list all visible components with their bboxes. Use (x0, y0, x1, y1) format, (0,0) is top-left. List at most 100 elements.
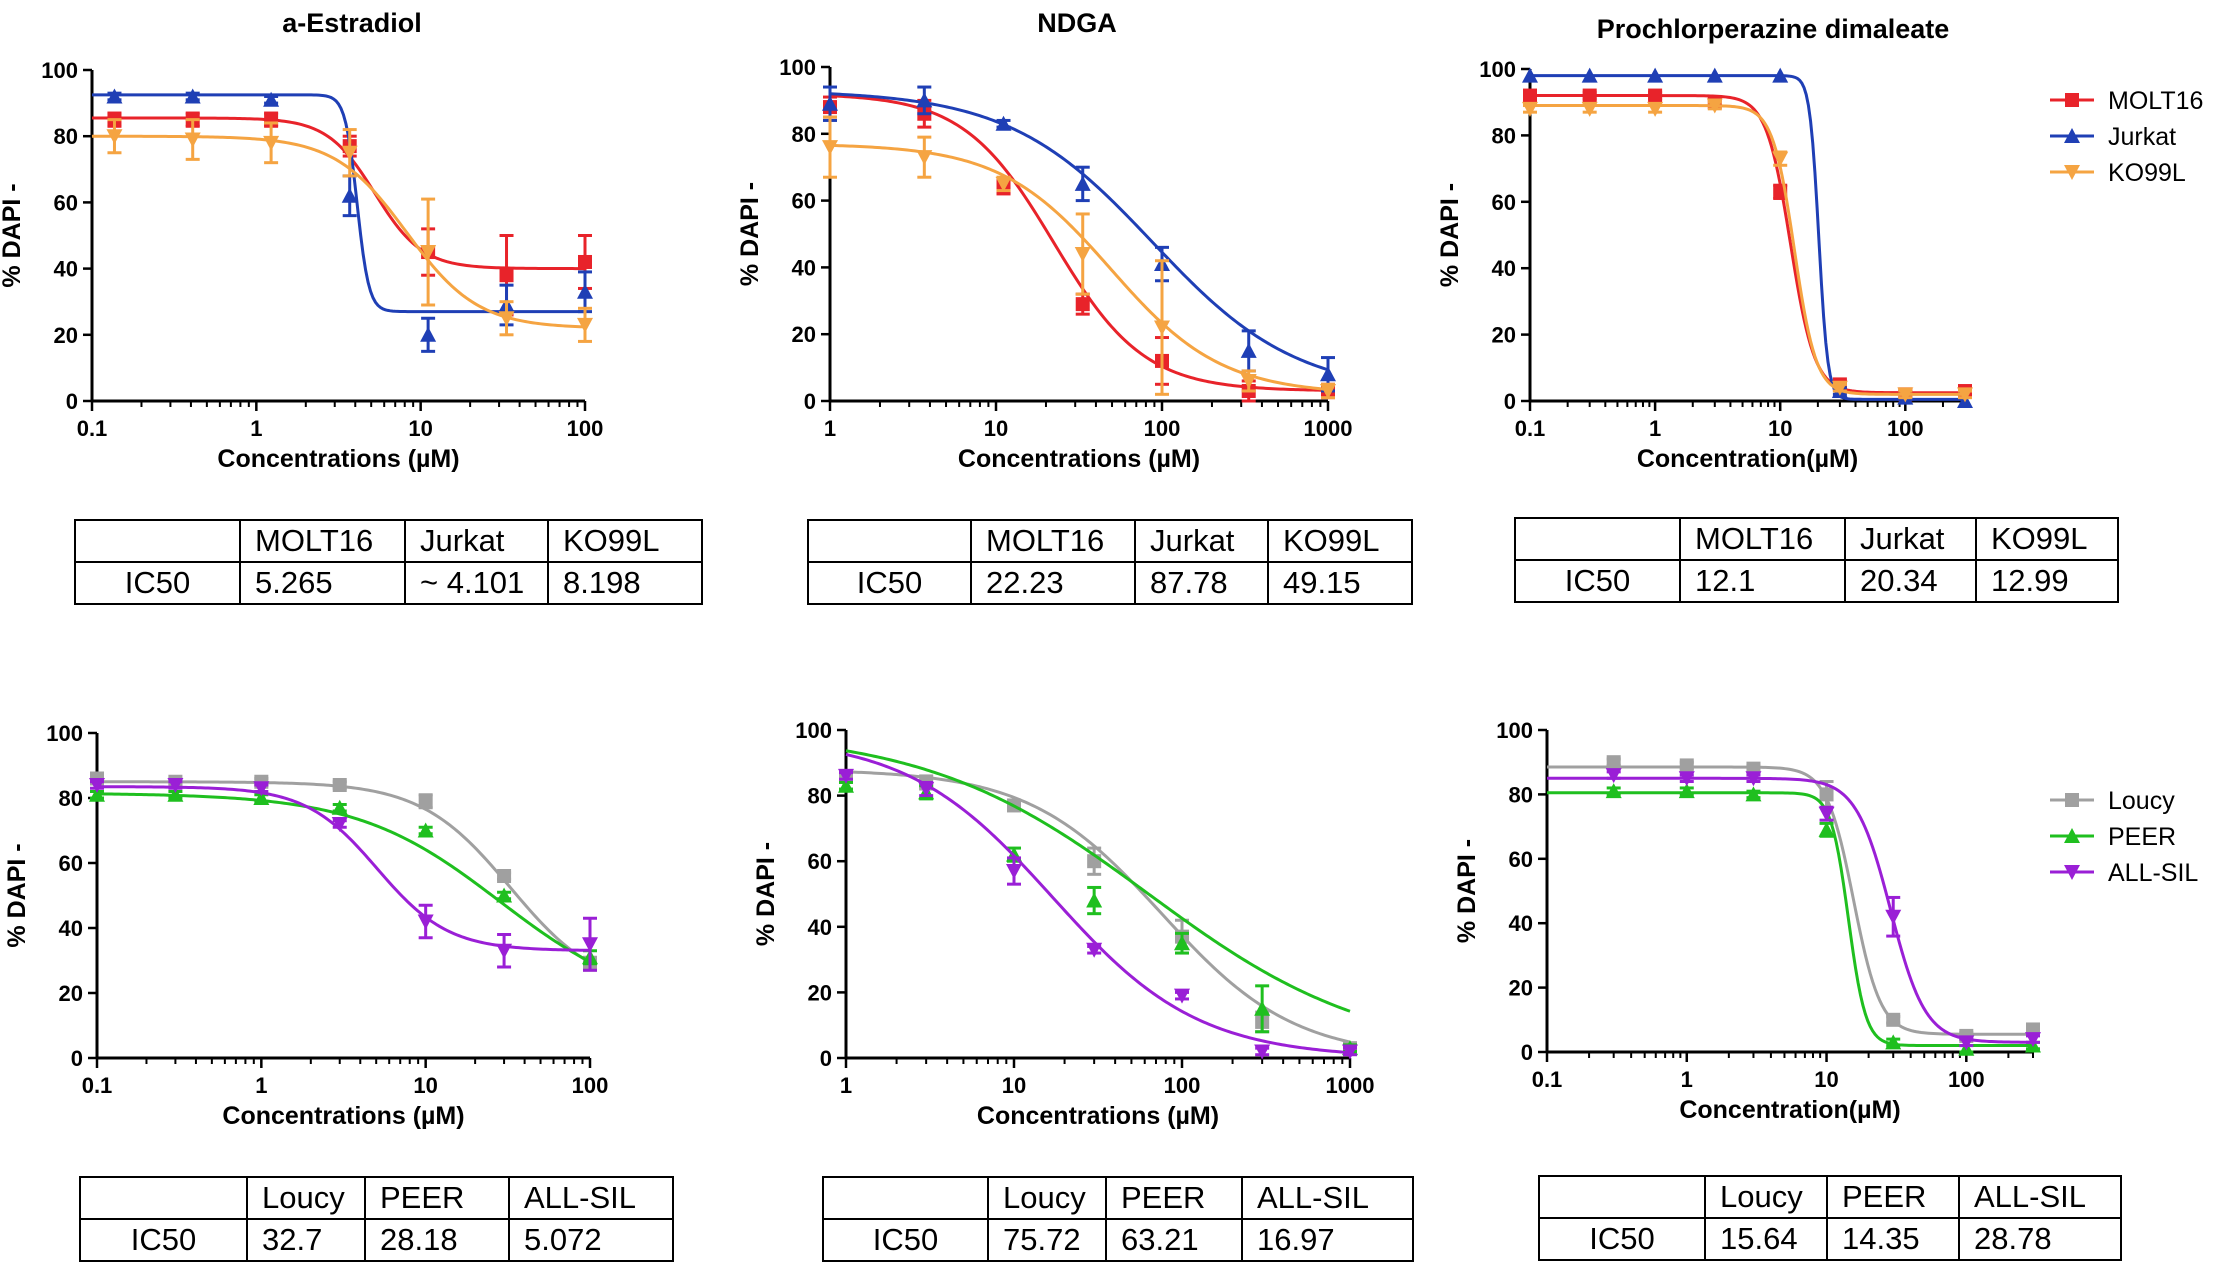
table-header-cell: Loucy (246, 1176, 366, 1220)
table-cell: 28.18 (364, 1218, 510, 1262)
x-tick-label: 1 (840, 1073, 852, 1098)
table-corner (1538, 1175, 1706, 1219)
data-point (1957, 387, 1973, 403)
x-axis-label: Concentrations (µM) (958, 445, 1200, 473)
data-point (1581, 67, 1598, 83)
fit-curve-molt16 (829, 94, 1329, 392)
data-point (578, 254, 592, 269)
data-point (1897, 387, 1914, 403)
y-axis-label: % DAPI - (752, 842, 780, 946)
table-header-cell: Jurkat (1844, 517, 1977, 561)
fit-curve-molt16 (1530, 94, 1965, 395)
y-axis-label: % DAPI - (1436, 183, 1464, 287)
table-header-cell: KO99L (1267, 519, 1413, 563)
y-tick-label: 0 (71, 1046, 83, 1071)
x-tick-label: 10 (413, 1073, 437, 1098)
y-tick-label: 80 (54, 124, 78, 149)
data-point (1647, 101, 1664, 117)
data-point (1647, 67, 1664, 83)
table-cell: 14.35 (1826, 1217, 1960, 1261)
x-tick-label: 100 (1948, 1067, 1985, 1092)
data-point (1678, 783, 1695, 799)
series-jurkat (822, 85, 1336, 393)
series-all-sil (89, 778, 598, 972)
table-corner (822, 1176, 989, 1220)
x-tick-label: 0.1 (77, 416, 108, 441)
table-corner (74, 519, 241, 563)
chart-a-estradiol: a-Estradiol 0 20 40 60 80 100 0.1 1 10 100 Concentr… (0, 8, 603, 473)
data-point (1582, 88, 1597, 103)
data-point (1706, 98, 1723, 114)
table-cell: 16.97 (1241, 1218, 1414, 1262)
table-header-cell: PEER (1826, 1175, 1960, 1219)
data-point (1320, 366, 1336, 382)
data-point (1174, 988, 1190, 1004)
y-axis-label: % DAPI - (3, 843, 31, 947)
data-point (1254, 1000, 1271, 1016)
data-point (822, 95, 838, 111)
data-point (1678, 771, 1695, 787)
ic50-table-bottom-right: Loucy PEER ALL-SIL IC50 15.64 14.35 28.78 (1538, 1175, 2122, 1261)
table-corner (1514, 517, 1681, 561)
data-point (417, 914, 434, 930)
series-loucy (839, 768, 1357, 1056)
y-tick-label: 100 (795, 718, 832, 743)
y-tick-label: 80 (1492, 123, 1516, 148)
data-point (1605, 783, 1622, 799)
table-header-cell: KO99L (547, 519, 703, 563)
data-point (420, 326, 437, 342)
table-cell: 12.99 (1975, 559, 2119, 603)
table-header-cell: MOLT16 (970, 519, 1136, 563)
table-header-cell: Jurkat (404, 519, 549, 563)
data-point (1606, 755, 1621, 770)
chart-bottom-left: 0 20 40 60 80 100 0.1 1 10 100 Concentrations (µM)… (3, 721, 608, 1130)
x-tick-label: 1 (1649, 416, 1661, 441)
series-peer (89, 786, 598, 966)
x-tick-label: 100 (1144, 416, 1181, 441)
fit-curve-ko99l (1530, 104, 1965, 396)
data-point (167, 786, 184, 802)
table-row-label: IC50 (74, 561, 241, 605)
table-row-label: IC50 (1538, 1217, 1706, 1261)
legend-label: Jurkat (2108, 123, 2176, 151)
ic50-table-ndga: MOLT16 Jurkat KO99L IC50 22.23 87.78 49.15 (807, 519, 1413, 605)
data-point (1886, 1012, 1901, 1027)
ic50-table-bottom-middle: Loucy PEER ALL-SIL IC50 75.72 63.21 16.97 (822, 1176, 1414, 1262)
x-tick-label: 100 (1164, 1073, 1201, 1098)
legend-marker (2064, 865, 2080, 880)
legend-label: ALL-SIL (2108, 859, 2198, 887)
data-point (1522, 67, 1538, 83)
data-point (1523, 88, 1537, 103)
data-point (1772, 67, 1789, 83)
table-row-label: IC50 (822, 1218, 989, 1262)
data-point (1240, 373, 1257, 389)
data-point (1679, 758, 1694, 773)
data-point (497, 869, 512, 883)
data-point (496, 887, 513, 903)
data-point (496, 943, 513, 959)
data-point (1074, 247, 1091, 263)
y-tick-label: 80 (59, 786, 83, 811)
series-ko99l (822, 115, 1336, 400)
table-cell: 63.21 (1105, 1218, 1243, 1262)
data-point (1958, 1035, 1975, 1051)
table-cell: 75.72 (987, 1218, 1107, 1262)
y-tick-label: 100 (779, 55, 816, 80)
y-tick-label: 20 (792, 322, 816, 347)
x-axis-label: Concentrations (µM) (217, 445, 459, 473)
data-point (1648, 88, 1663, 103)
data-point (838, 768, 854, 784)
x-tick-label: 1000 (1326, 1073, 1375, 1098)
data-point (1075, 297, 1090, 312)
table-corner (807, 519, 972, 563)
data-point (995, 115, 1012, 131)
data-point (582, 937, 598, 953)
fit-curve-all-sil (1547, 776, 2034, 1044)
data-point (1745, 786, 1762, 802)
series-all-sil (1547, 768, 2041, 1051)
data-point (1240, 342, 1257, 358)
data-point (420, 245, 437, 261)
chart-title: a-Estradiol (282, 8, 422, 38)
data-point (167, 778, 184, 793)
legend-marker (2064, 165, 2080, 180)
